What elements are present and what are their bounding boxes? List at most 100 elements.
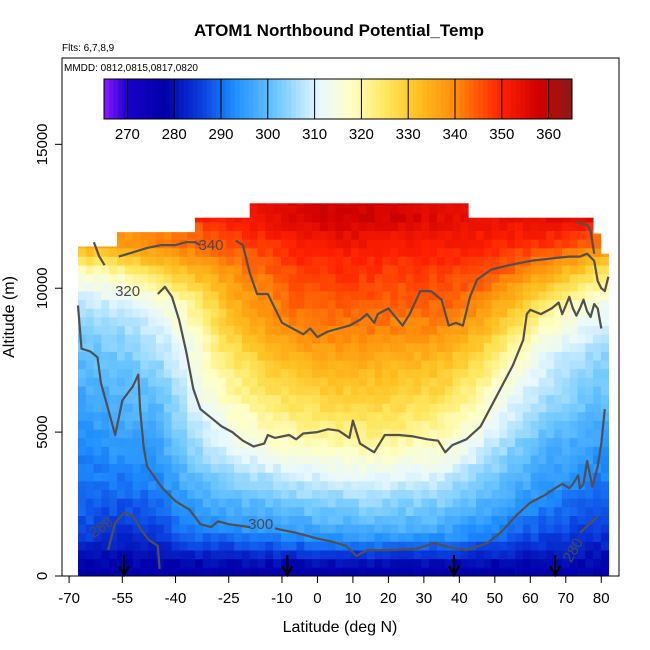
- heatmap-cell: [280, 455, 290, 465]
- heatmap-cell: [327, 437, 336, 447]
- heatmap-cell: [507, 368, 516, 378]
- heatmap-cell: [413, 489, 422, 499]
- heatmap-cell: [561, 308, 571, 318]
- heatmap-cell: [351, 203, 360, 206]
- heatmap-cell: [468, 317, 477, 326]
- heatmap-cell: [577, 386, 586, 396]
- heatmap-cell: [358, 317, 368, 326]
- heatmap-cell: [304, 532, 313, 542]
- heatmap-cell: [117, 446, 126, 456]
- heatmap-cell: [195, 299, 204, 309]
- heatmap-cell: [483, 299, 492, 309]
- heatmap-cell: [491, 377, 500, 387]
- heatmap-cell: [561, 273, 571, 283]
- heatmap-cell: [117, 368, 126, 378]
- heatmap-cell: [405, 291, 414, 301]
- heatmap-cell: [530, 515, 539, 525]
- heatmap-cell: [171, 291, 180, 301]
- heatmap-cell: [413, 299, 422, 309]
- heatmap-cell: [117, 360, 126, 370]
- heatmap-cell: [140, 386, 149, 396]
- heatmap-cell: [515, 222, 524, 231]
- heatmap-cell: [569, 325, 578, 335]
- heatmap-cell: [93, 282, 102, 292]
- heatmap-cell: [195, 308, 204, 318]
- heatmap-cell: [140, 239, 149, 249]
- heatmap-cell: [187, 265, 196, 275]
- heatmap-cell: [265, 481, 274, 490]
- heatmap-cell: [530, 299, 539, 309]
- heatmap-cell: [483, 446, 492, 456]
- heatmap-cell: [273, 222, 282, 231]
- heatmap-cell: [218, 437, 227, 447]
- x-tick-label: 30: [416, 590, 433, 607]
- heatmap-cell: [499, 386, 508, 396]
- heatmap-cell: [257, 541, 266, 551]
- heatmap-cell: [507, 222, 516, 231]
- heatmap-cell: [234, 524, 243, 534]
- heatmap-cell: [343, 412, 352, 421]
- heatmap-cell: [468, 222, 477, 231]
- heatmap-cell: [319, 282, 329, 292]
- heatmap-cell: [600, 506, 610, 516]
- colorbar-cell: [422, 79, 428, 119]
- heatmap-cell: [538, 239, 547, 249]
- heatmap-cell: [304, 265, 313, 275]
- colorbar-cell: [253, 79, 259, 119]
- heatmap-cell: [312, 506, 321, 516]
- heatmap-cell: [585, 446, 594, 456]
- heatmap-cell: [569, 351, 578, 361]
- heatmap-cell: [452, 446, 461, 456]
- heatmap-cell: [234, 217, 243, 223]
- heatmap-cell: [288, 247, 297, 257]
- colorbar-cell: [436, 79, 442, 119]
- heatmap-cell: [522, 515, 532, 525]
- heatmap-cell: [163, 524, 172, 534]
- heatmap-cell: [265, 204, 274, 214]
- heatmap-cell: [288, 567, 297, 577]
- heatmap-cell: [109, 247, 118, 257]
- heatmap-cell: [257, 386, 266, 396]
- heatmap-cell: [327, 230, 336, 240]
- heatmap-cell: [452, 299, 461, 309]
- heatmap-cell: [288, 506, 297, 516]
- heatmap-cell: [421, 550, 430, 560]
- heatmap-cell: [554, 455, 563, 465]
- heatmap-cell: [421, 489, 430, 499]
- heatmap-cell: [140, 317, 149, 326]
- heatmap-cell: [202, 256, 211, 266]
- heatmap-cell: [273, 203, 282, 206]
- heatmap-cell: [226, 256, 235, 266]
- heatmap-cell: [179, 472, 188, 482]
- heatmap-cell: [468, 247, 477, 257]
- heatmap-cell: [585, 222, 594, 231]
- heatmap-cell: [390, 222, 399, 231]
- heatmap-cell: [335, 472, 344, 482]
- heatmap-cell: [421, 455, 430, 465]
- heatmap-cell: [569, 498, 578, 508]
- heatmap-cell: [398, 515, 407, 525]
- heatmap-cell: [78, 308, 87, 318]
- heatmap-cell: [257, 299, 266, 309]
- heatmap-cell: [546, 524, 555, 534]
- colorbar-cell: [146, 79, 152, 119]
- heatmap-cell: [538, 472, 547, 482]
- heatmap-cell: [226, 230, 235, 240]
- heatmap-cell: [117, 498, 126, 508]
- heatmap-cell: [444, 334, 453, 344]
- heatmap-cell: [569, 567, 578, 577]
- heatmap-cell: [593, 420, 602, 430]
- heatmap-cell: [171, 239, 180, 249]
- heatmap-cell: [132, 325, 141, 335]
- heatmap-cell: [109, 246, 118, 249]
- heatmap-cell: [296, 455, 305, 465]
- heatmap-cell: [288, 472, 297, 482]
- heatmap-cell: [515, 532, 524, 542]
- heatmap-cell: [593, 403, 602, 413]
- heatmap-cell: [319, 368, 329, 378]
- colorbar-cell: [487, 79, 493, 119]
- heatmap-cell: [546, 558, 555, 568]
- heatmap-cell: [335, 317, 344, 326]
- heatmap-cell: [413, 308, 422, 318]
- heatmap-cell: [522, 550, 532, 560]
